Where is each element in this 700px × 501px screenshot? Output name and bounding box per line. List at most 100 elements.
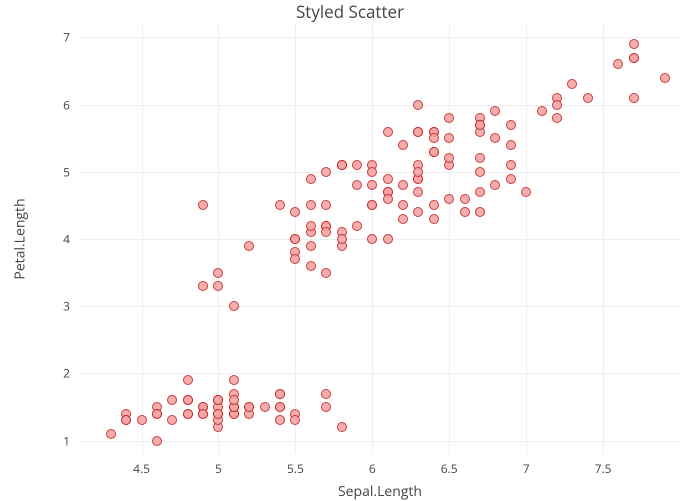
scatter-marker <box>383 127 393 137</box>
scatter-marker <box>552 113 562 123</box>
scatter-marker <box>121 415 131 425</box>
scatter-marker <box>475 207 485 217</box>
scatter-marker <box>429 214 439 224</box>
scatter-marker <box>321 389 331 399</box>
scatter-marker <box>306 241 316 251</box>
scatter-marker <box>413 207 423 217</box>
y-tick-label: 7 <box>63 29 70 46</box>
scatter-marker <box>290 254 300 264</box>
scatter-marker <box>321 167 331 177</box>
scatter-marker <box>137 415 147 425</box>
chart-title: Styled Scatter <box>0 0 700 23</box>
scatter-marker <box>213 281 223 291</box>
x-axis-title: Sepal.Length <box>338 482 422 501</box>
y-tick-label: 4 <box>63 231 70 248</box>
plot-area: 4.555.566.577.51234567 <box>80 24 680 454</box>
scatter-marker <box>475 187 485 197</box>
scatter-marker <box>290 415 300 425</box>
scatter-marker <box>213 395 223 405</box>
scatter-marker <box>198 409 208 419</box>
x-tick-label: 6.5 <box>441 460 458 477</box>
scatter-marker <box>229 301 239 311</box>
scatter-marker <box>444 133 454 143</box>
scatter-marker <box>475 120 485 130</box>
scatter-marker <box>260 402 270 412</box>
scatter-marker <box>275 402 285 412</box>
scatter-marker <box>490 133 500 143</box>
scatter-marker <box>306 200 316 210</box>
scatter-marker <box>306 261 316 271</box>
scatter-marker <box>337 160 347 170</box>
y-tick-label: 5 <box>63 163 70 180</box>
scatter-marker <box>244 241 254 251</box>
scatter-marker <box>198 281 208 291</box>
scatter-marker <box>167 415 177 425</box>
scatter-marker <box>567 79 577 89</box>
scatter-marker <box>337 234 347 244</box>
scatter-marker <box>383 174 393 184</box>
scatter-marker <box>275 415 285 425</box>
scatter-marker <box>183 409 193 419</box>
scatter-marker <box>613 59 623 69</box>
scatter-marker <box>444 194 454 204</box>
y-axis-title: Petal.Length <box>11 198 30 279</box>
grid-line-h <box>80 172 680 173</box>
scatter-marker <box>152 436 162 446</box>
y-tick-label: 3 <box>63 298 70 315</box>
scatter-marker <box>398 214 408 224</box>
scatter-marker <box>167 395 177 405</box>
scatter-marker <box>337 422 347 432</box>
scatter-marker <box>275 200 285 210</box>
scatter-marker <box>398 140 408 150</box>
scatter-marker <box>413 127 423 137</box>
styled-scatter-chart: Styled Scatter Petal.Length 4.555.566.57… <box>0 0 700 500</box>
scatter-marker <box>490 106 500 116</box>
scatter-marker <box>229 395 239 405</box>
scatter-marker <box>306 221 316 231</box>
x-tick-label: 5 <box>215 460 222 477</box>
scatter-marker <box>444 113 454 123</box>
scatter-marker <box>321 227 331 237</box>
scatter-marker <box>367 200 377 210</box>
x-tick-label: 7.5 <box>595 460 612 477</box>
scatter-marker <box>475 153 485 163</box>
x-tick-label: 7 <box>523 460 530 477</box>
scatter-marker <box>506 120 516 130</box>
grid-line-h <box>80 37 680 38</box>
scatter-marker <box>152 409 162 419</box>
y-tick-label: 1 <box>63 432 70 449</box>
x-tick-label: 5.5 <box>287 460 304 477</box>
grid-line-h <box>80 373 680 374</box>
scatter-marker <box>413 100 423 110</box>
scatter-marker <box>583 93 593 103</box>
scatter-marker <box>506 174 516 184</box>
scatter-marker <box>521 187 531 197</box>
scatter-marker <box>506 140 516 150</box>
scatter-marker <box>244 402 254 412</box>
scatter-marker <box>352 221 362 231</box>
scatter-marker <box>413 187 423 197</box>
scatter-marker <box>429 147 439 157</box>
scatter-marker <box>490 180 500 190</box>
scatter-marker <box>367 167 377 177</box>
scatter-marker <box>198 200 208 210</box>
scatter-marker <box>306 174 316 184</box>
y-tick-label: 2 <box>63 365 70 382</box>
x-tick-label: 4.5 <box>133 460 150 477</box>
scatter-marker <box>290 234 300 244</box>
scatter-marker <box>213 409 223 419</box>
scatter-marker <box>321 268 331 278</box>
scatter-marker <box>352 180 362 190</box>
scatter-marker <box>398 180 408 190</box>
scatter-marker <box>321 200 331 210</box>
scatter-marker <box>629 53 639 63</box>
scatter-marker <box>537 106 547 116</box>
scatter-marker <box>413 167 423 177</box>
x-tick-label: 6 <box>369 460 376 477</box>
scatter-marker <box>229 375 239 385</box>
scatter-marker <box>275 389 285 399</box>
grid-line-h <box>80 441 680 442</box>
scatter-marker <box>383 194 393 204</box>
scatter-marker <box>552 100 562 110</box>
scatter-marker <box>383 234 393 244</box>
